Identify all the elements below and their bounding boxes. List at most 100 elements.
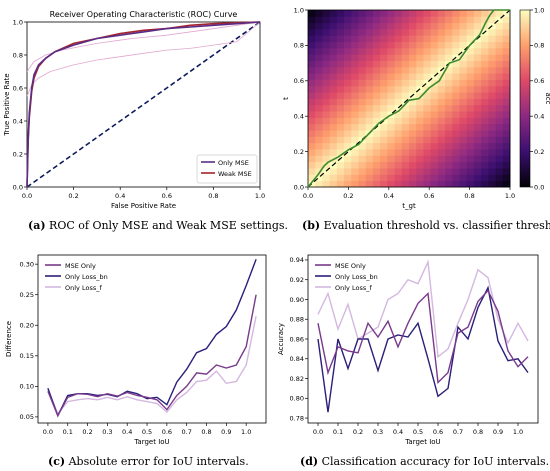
heatmap-cell — [488, 92, 496, 99]
heatmap-cell — [409, 85, 417, 93]
heatmap-cell — [344, 123, 352, 131]
heatmap-cell — [394, 92, 403, 99]
heatmap-cell — [308, 16, 316, 24]
heatmap-cell — [430, 136, 439, 144]
heatmap-cell — [495, 149, 504, 156]
heatmap-cell — [445, 142, 453, 150]
heatmap-cell — [308, 136, 316, 144]
heatmap-cell — [336, 41, 345, 49]
heatmap-cell — [416, 174, 424, 182]
accuracy-x-tick-label: 0.5 — [413, 428, 423, 436]
heatmap-cell — [488, 180, 496, 188]
heatmap-cell — [336, 60, 345, 68]
heatmap-cell — [423, 142, 432, 150]
heatmap-cell — [322, 10, 331, 17]
accuracy-legend-label: Only Loss_f — [335, 284, 372, 292]
heatmap-cell — [430, 104, 439, 112]
heatmap-cell — [329, 111, 338, 118]
heatmap-cell — [308, 104, 316, 112]
heatmap-cell — [358, 142, 367, 150]
heatmap-cell — [481, 60, 489, 68]
heatmap-cell — [452, 98, 460, 106]
heatmap-cell — [308, 66, 316, 74]
caption-c-text: Absolute error for IoU intervals. — [68, 455, 249, 468]
accuracy-x-tick-label: 0.8 — [473, 428, 483, 436]
heatmap-cell — [452, 111, 460, 118]
accuracy-y-axis-label: Accuracy — [277, 323, 285, 355]
heatmap-cell — [351, 174, 359, 182]
heatmap-cell — [502, 136, 511, 144]
heatmap-cell — [488, 123, 496, 131]
heatmap-cell — [380, 10, 388, 17]
heatmap-cell — [322, 117, 331, 125]
heatmap-cell — [315, 168, 323, 175]
heatmap-cell — [466, 66, 475, 74]
heatmap-cell — [315, 35, 323, 43]
heatmap-cell — [308, 161, 316, 169]
heatmap-cell — [473, 149, 482, 156]
heatmap-cell — [351, 92, 359, 99]
heatmap-cell — [380, 155, 388, 163]
heatmap-cell — [365, 136, 374, 144]
heatmap-cell — [430, 66, 439, 74]
heatmap-cell — [365, 155, 374, 163]
heatmap-cell — [502, 168, 511, 175]
heatmap-cell — [336, 47, 345, 55]
heatmap-cell — [423, 16, 432, 24]
heatmap-cell — [437, 41, 446, 49]
heatmap-y-tick-label: 0.2 — [294, 148, 304, 156]
heatmap-cell — [481, 85, 489, 93]
heatmap-cell — [488, 161, 496, 169]
heatmap-cell — [423, 60, 432, 68]
heatmap-cell — [423, 174, 432, 182]
error-x-tick-label: 0.1 — [63, 428, 73, 436]
heatmap-cell — [351, 136, 359, 144]
heatmap-cell — [488, 142, 496, 150]
heatmap-cell — [308, 54, 316, 61]
heatmap-cell — [329, 104, 338, 112]
accuracy-series-line — [317, 259, 529, 359]
heatmap-cell — [423, 47, 432, 55]
heatmap-cell — [466, 92, 475, 99]
heatmap-cell — [387, 79, 395, 87]
heatmap-cell — [401, 16, 410, 24]
heatmap-cell — [372, 104, 381, 112]
heatmap-cell — [466, 149, 475, 156]
heatmap-cell — [416, 35, 424, 43]
heatmap-cell — [336, 136, 345, 144]
heatmap-cell — [466, 28, 475, 36]
heatmap-cell — [372, 28, 381, 36]
heatmap-cell — [344, 85, 352, 93]
heatmap-cell — [437, 104, 446, 112]
error-legend-label: Only Loss_bn — [65, 273, 108, 281]
heatmap-cell — [358, 41, 367, 49]
heatmap-cell — [322, 66, 331, 74]
heatmap-cell — [401, 174, 410, 182]
heatmap-cell — [495, 85, 504, 93]
heatmap-cell — [329, 79, 338, 87]
heatmap-cell — [380, 104, 388, 112]
heatmap-cell — [495, 104, 504, 112]
heatmap-cell — [502, 22, 511, 30]
heatmap-cell — [437, 35, 446, 43]
heatmap-cell — [394, 60, 403, 68]
heatmap-cell — [365, 41, 374, 49]
heatmap-cell — [459, 111, 468, 118]
heatmap-cell — [430, 155, 439, 163]
heatmap-cell — [351, 47, 359, 55]
heatmap-cell — [344, 10, 352, 17]
heatmap-cell — [481, 92, 489, 99]
heatmap-cell — [430, 130, 439, 137]
heatmap-cell — [423, 149, 432, 156]
heatmap-cell — [372, 10, 381, 17]
heatmap-cell — [380, 66, 388, 74]
heatmap-cell — [437, 92, 446, 99]
roc-legend-label: Only MSE — [218, 159, 249, 167]
heatmap-cell — [380, 92, 388, 99]
heatmap-cell — [365, 85, 374, 93]
heatmap-cell — [488, 35, 496, 43]
heatmap-cell — [409, 123, 417, 131]
heatmap-cell — [409, 98, 417, 106]
heatmap-cell — [308, 174, 316, 182]
caption-d-text: Classification accuracy for IoU interval… — [321, 455, 550, 468]
